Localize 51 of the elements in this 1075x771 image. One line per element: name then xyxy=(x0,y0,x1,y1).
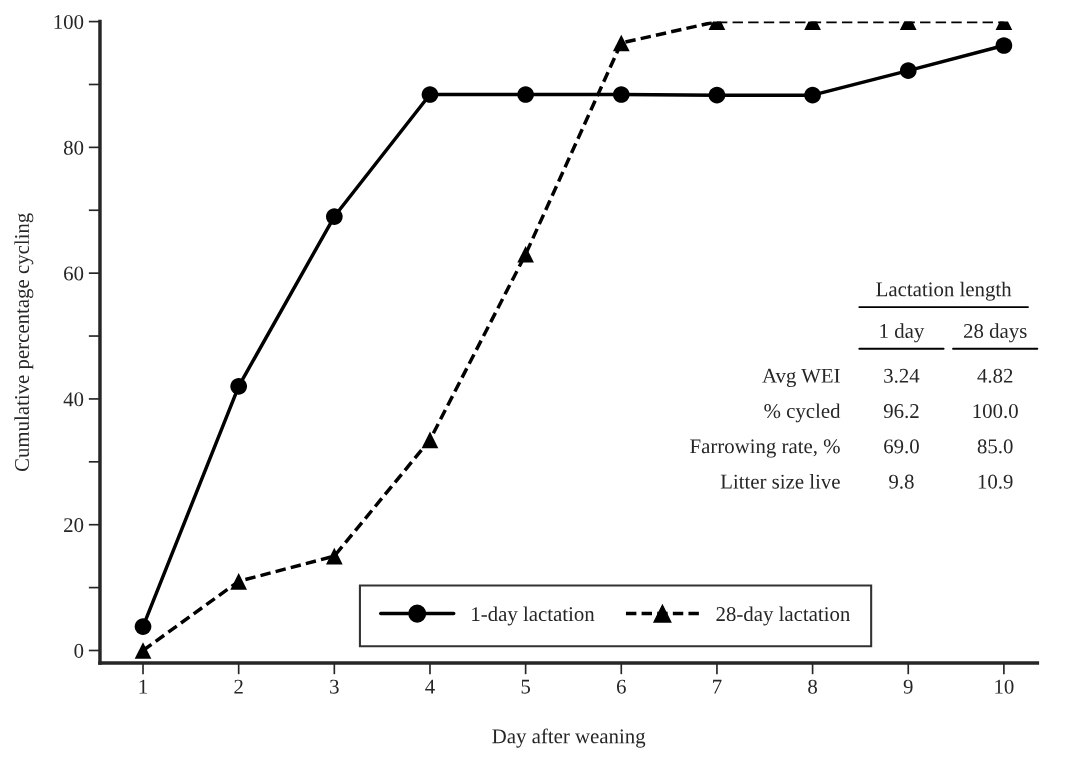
annotation: 9.8 xyxy=(889,474,914,489)
y-tick-label: 100 xyxy=(54,14,84,30)
annotation: 4.82 xyxy=(977,368,1013,383)
y-tick-label: 20 xyxy=(64,518,84,533)
point xyxy=(230,572,248,590)
annotation: 100.0 xyxy=(973,404,1018,419)
y-tick-label: 40 xyxy=(63,392,84,407)
point xyxy=(325,547,343,565)
x-tick-label: 10 xyxy=(995,679,1014,694)
legend-label: 28-day lactation xyxy=(716,606,851,626)
point xyxy=(612,34,630,52)
point xyxy=(421,86,439,103)
x-tick-label: 1 xyxy=(139,679,147,694)
point xyxy=(517,245,534,263)
y-tick-label: 0 xyxy=(74,643,84,658)
point xyxy=(325,208,343,225)
point xyxy=(612,86,630,103)
x-axis-title: Day after weaning xyxy=(492,728,646,748)
legend-label: 1-day lactation xyxy=(472,606,595,626)
annotation: Litter size live xyxy=(720,474,840,489)
point xyxy=(421,431,439,449)
annotation: Lactation length xyxy=(876,281,1012,301)
annotation: % cycled xyxy=(764,403,841,423)
y-tick-label: 60 xyxy=(64,266,84,281)
x-tick-label: 9 xyxy=(903,679,913,694)
point xyxy=(517,86,534,103)
y-tick-label: 80 xyxy=(63,140,84,155)
x-tick-label: 5 xyxy=(521,679,531,694)
point xyxy=(230,378,248,395)
annotation: Avg WEI xyxy=(762,368,840,388)
point xyxy=(708,86,726,104)
annotation: 3.24 xyxy=(884,368,920,383)
point xyxy=(804,86,821,104)
annotation: 1 day xyxy=(880,323,925,343)
x-tick-label: 2 xyxy=(234,679,243,694)
x-tick-label: 4 xyxy=(425,679,435,694)
annotation: 85.0 xyxy=(977,439,1013,454)
point xyxy=(899,62,917,79)
y-axis-title: Cumulative percentage cycling xyxy=(14,213,34,472)
point xyxy=(995,37,1013,54)
annotation: 28 days xyxy=(963,323,1027,343)
annotation: 69.0 xyxy=(884,439,919,454)
annotation: 10.9 xyxy=(978,474,1013,489)
annotation: Farrowing rate, % xyxy=(690,439,840,458)
x-tick-label: 6 xyxy=(616,679,626,694)
point xyxy=(134,642,152,659)
annotation: 96.2 xyxy=(883,404,919,419)
x-tick-label: 7 xyxy=(713,679,722,694)
point xyxy=(134,618,152,635)
x-tick-label: 8 xyxy=(808,679,817,694)
x-tick-label: 3 xyxy=(330,679,339,694)
